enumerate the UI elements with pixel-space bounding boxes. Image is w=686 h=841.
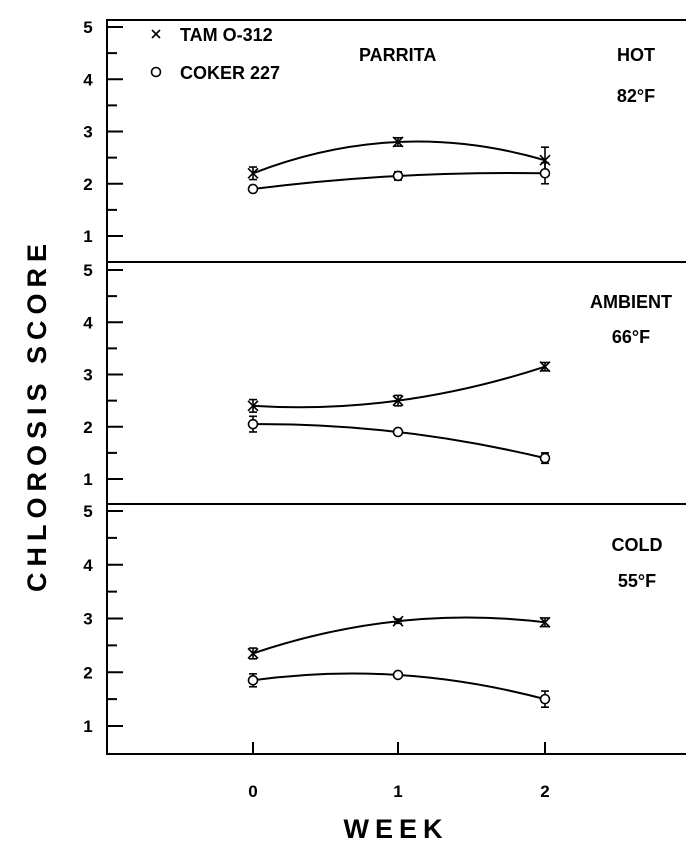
x-axis-ticks: 0 1 2 (248, 742, 550, 801)
y-tick-label: 1 (83, 717, 92, 736)
y-tick-label: 2 (83, 175, 92, 194)
data-point-coker (392, 669, 404, 681)
legend: TAM O-312 COKER 227 (150, 25, 280, 83)
data-point-tam (392, 615, 404, 627)
panel-cold: 1 2 3 4 5 COLD 55°F (83, 502, 686, 755)
y-tick-label: 3 (83, 610, 92, 629)
data-point-tam (247, 647, 259, 660)
data-point-tam (392, 136, 404, 148)
y-tick-label: 1 (83, 227, 92, 246)
x-tick-label: 2 (540, 782, 549, 801)
panel-label-cold: COLD (612, 535, 663, 555)
y-tick-label: 3 (83, 366, 92, 385)
x-axis-title: WEEK (344, 814, 449, 841)
data-point-coker (539, 452, 551, 464)
x-tick-label: 1 (393, 782, 402, 801)
y-tick-label: 2 (83, 663, 92, 682)
data-point-coker (539, 168, 551, 179)
panel-ambient: 1 2 3 4 5 AMBIENT 66°F (83, 261, 686, 505)
y-tick-label: 3 (83, 123, 92, 142)
y-tick-label: 1 (83, 470, 92, 489)
panels-group: 1 2 3 4 5 HOT 82°F 1 2 3 4 5 AMBIENT 66°F 1 2 3 4 5 COLD 55°… (83, 18, 686, 755)
y-tick-label: 5 (83, 18, 92, 37)
legend-label: COKER 227 (180, 63, 280, 83)
y-tick-label: 2 (83, 418, 92, 437)
x-tick-label: 0 (248, 782, 257, 801)
panel-temp-ambient: 66°F (612, 327, 650, 347)
chart-title: PARRITA (359, 45, 436, 65)
data-point-tam (392, 395, 404, 407)
panel-temp-hot: 82°F (617, 86, 655, 106)
panel-label-hot: HOT (617, 45, 655, 65)
data-point-coker (247, 418, 259, 430)
data-point-coker (539, 693, 551, 705)
y-tick-label: 4 (83, 313, 93, 332)
y-axis-title: CHLOROSIS SCORE (22, 238, 52, 592)
legend-marker-x-icon (151, 29, 161, 39)
data-point-tam (247, 400, 259, 412)
data-point-coker (247, 183, 259, 195)
panel-label-ambient: AMBIENT (590, 292, 672, 312)
data-point-coker (392, 426, 404, 438)
legend-label: TAM O-312 (180, 25, 273, 45)
y-tick-label: 4 (83, 70, 93, 89)
data-point-tam (539, 361, 551, 373)
data-point-tam (247, 167, 259, 179)
panel-frame (106, 503, 686, 755)
data-point-coker (247, 675, 259, 686)
y-tick-label: 5 (83, 261, 92, 280)
data-point-coker (392, 170, 404, 182)
panel-temp-cold: 55°F (618, 571, 656, 591)
y-tick-label: 4 (83, 556, 93, 575)
y-tick-label: 5 (83, 502, 92, 521)
data-point-tam (539, 616, 551, 628)
legend-marker-o-icon (150, 66, 162, 78)
